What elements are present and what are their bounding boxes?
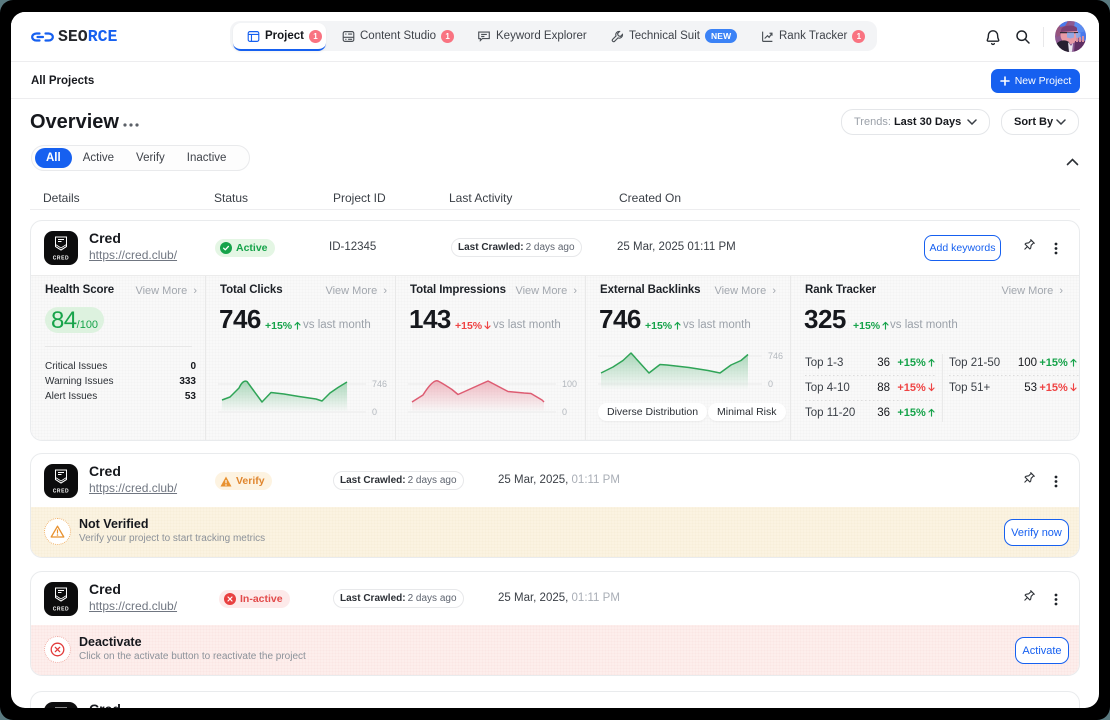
svg-text:0: 0 xyxy=(768,379,773,389)
svg-text:CRED: CRED xyxy=(53,256,70,262)
svg-text:0: 0 xyxy=(372,407,377,417)
svg-text:CRED: CRED xyxy=(53,607,70,613)
svg-text:746: 746 xyxy=(768,351,783,361)
svg-text:0: 0 xyxy=(562,407,567,417)
svg-text:100: 100 xyxy=(562,379,577,389)
svg-text:746: 746 xyxy=(372,379,387,389)
svg-text:CRED: CRED xyxy=(53,489,70,495)
